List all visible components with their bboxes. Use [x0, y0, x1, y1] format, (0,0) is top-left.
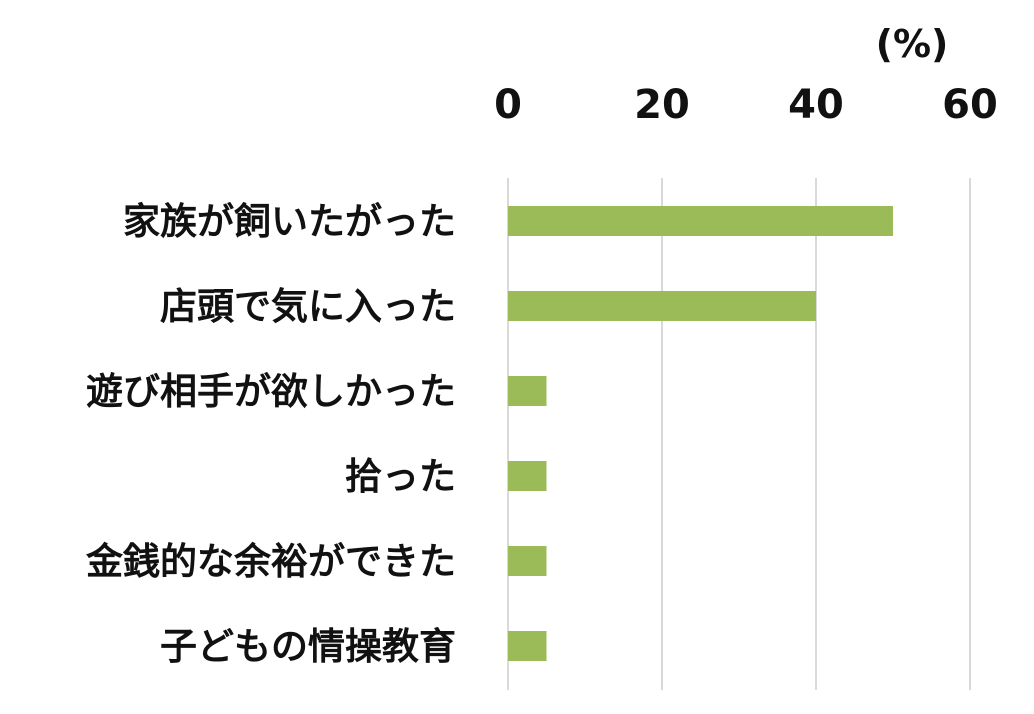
x-tick-label-60: 60 — [942, 82, 998, 128]
bar-1 — [508, 206, 893, 236]
bar-3 — [508, 376, 547, 406]
bar-5 — [508, 546, 547, 576]
category-label-3: 遊び相手が欲しかった — [86, 370, 456, 413]
category-label-6: 子どもの情操教育 — [160, 625, 456, 668]
bars — [508, 206, 893, 661]
bar-4 — [508, 461, 547, 491]
category-label-5: 金銭的な余裕ができた — [86, 540, 456, 583]
category-label-1: 家族が飼いたがった — [123, 200, 456, 243]
category-label-4: 拾った — [345, 455, 456, 498]
unit-label: (%) — [876, 22, 949, 66]
x-tick-label-40: 40 — [788, 82, 844, 128]
gridlines — [507, 178, 971, 690]
category-label-2: 店頭で気に入った — [160, 285, 456, 328]
x-axis: 0 20 40 60 — [494, 82, 998, 128]
bar-6 — [508, 631, 547, 661]
x-tick-label-0: 0 — [494, 82, 522, 128]
x-tick-label-20: 20 — [634, 82, 690, 128]
bar-2 — [508, 291, 816, 321]
category-labels: 家族が飼いたがった店頭で気に入った遊び相手が欲しかった拾った金銭的な余裕ができた… — [86, 200, 456, 668]
